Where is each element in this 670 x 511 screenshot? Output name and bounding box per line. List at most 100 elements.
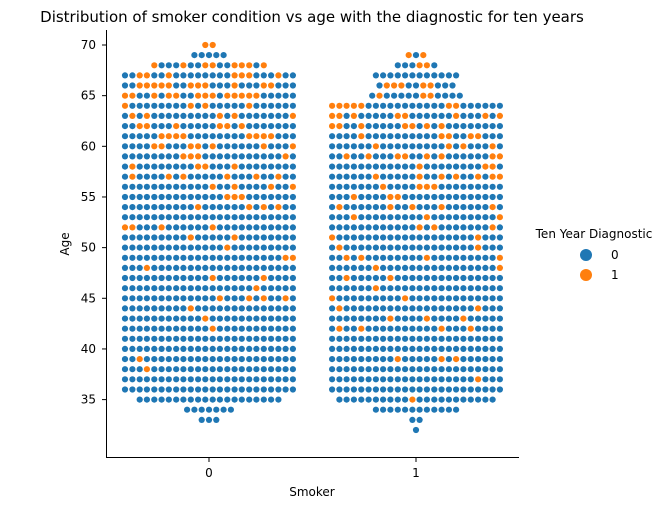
- point-diagnostic-0: [202, 143, 209, 150]
- point-diagnostic-0: [438, 335, 445, 342]
- point-diagnostic-0: [423, 295, 430, 302]
- point-diagnostic-0: [129, 386, 136, 393]
- point-diagnostic-0: [394, 295, 401, 302]
- point-diagnostic-1: [427, 82, 434, 89]
- point-diagnostic-0: [129, 123, 136, 130]
- point-diagnostic-0: [489, 386, 496, 393]
- point-diagnostic-0: [394, 244, 401, 251]
- legend-title: Ten Year Diagnostic: [535, 227, 653, 241]
- point-diagnostic-0: [482, 123, 489, 130]
- point-diagnostic-0: [209, 295, 216, 302]
- point-diagnostic-1: [496, 153, 503, 160]
- point-diagnostic-1: [431, 224, 438, 231]
- point-diagnostic-0: [268, 386, 275, 393]
- point-diagnostic-0: [358, 335, 365, 342]
- point-diagnostic-1: [423, 123, 430, 130]
- point-diagnostic-0: [467, 345, 474, 352]
- point-diagnostic-0: [460, 234, 467, 241]
- point-diagnostic-0: [489, 396, 496, 403]
- point-diagnostic-0: [224, 285, 231, 292]
- point-diagnostic-0: [268, 92, 275, 99]
- point-diagnostic-1: [387, 193, 394, 201]
- point-diagnostic-1: [209, 224, 216, 231]
- point-diagnostic-0: [224, 163, 231, 170]
- point-diagnostic-0: [343, 133, 350, 140]
- point-diagnostic-0: [238, 305, 245, 312]
- point-diagnostic-0: [136, 204, 143, 211]
- point-diagnostic-0: [165, 295, 172, 302]
- point-diagnostic-0: [282, 366, 289, 373]
- point-diagnostic-0: [467, 163, 474, 170]
- point-diagnostic-0: [165, 254, 172, 261]
- point-diagnostic-0: [358, 193, 365, 201]
- point-diagnostic-0: [158, 305, 165, 312]
- point-diagnostic-0: [329, 274, 336, 282]
- point-diagnostic-0: [216, 133, 223, 140]
- point-diagnostic-1: [260, 295, 267, 302]
- point-diagnostic-0: [380, 406, 387, 413]
- point-diagnostic-0: [387, 366, 394, 373]
- point-diagnostic-0: [372, 386, 379, 393]
- point-diagnostic-0: [151, 173, 158, 180]
- point-diagnostic-0: [275, 315, 282, 322]
- point-diagnostic-0: [268, 315, 275, 322]
- point-diagnostic-0: [453, 315, 460, 322]
- point-diagnostic-0: [416, 416, 423, 423]
- point-diagnostic-0: [209, 204, 216, 211]
- point-diagnostic-0: [282, 204, 289, 211]
- point-diagnostic-0: [246, 153, 253, 160]
- point-diagnostic-0: [343, 264, 350, 271]
- point-diagnostic-0: [358, 224, 365, 231]
- point-diagnostic-0: [136, 305, 143, 312]
- point-diagnostic-0: [387, 234, 394, 241]
- point-diagnostic-0: [216, 254, 223, 261]
- point-diagnostic-0: [238, 325, 245, 332]
- point-diagnostic-0: [165, 335, 172, 342]
- point-diagnostic-1: [151, 82, 158, 89]
- point-diagnostic-0: [387, 335, 394, 342]
- point-diagnostic-0: [202, 345, 209, 352]
- point-diagnostic-0: [289, 153, 296, 160]
- point-diagnostic-0: [380, 214, 387, 221]
- point-diagnostic-0: [380, 204, 387, 211]
- point-diagnostic-1: [402, 123, 409, 130]
- point-diagnostic-1: [358, 133, 365, 140]
- point-diagnostic-0: [460, 173, 467, 180]
- point-diagnostic-0: [496, 102, 503, 109]
- point-diagnostic-0: [475, 112, 482, 119]
- point-diagnostic-0: [350, 335, 357, 342]
- point-diagnostic-0: [460, 123, 467, 130]
- point-diagnostic-0: [209, 193, 216, 201]
- point-diagnostic-0: [394, 214, 401, 221]
- point-diagnostic-0: [173, 224, 180, 231]
- point-diagnostic-0: [496, 183, 503, 190]
- point-diagnostic-0: [231, 244, 238, 251]
- point-diagnostic-0: [246, 254, 253, 261]
- point-diagnostic-0: [246, 143, 253, 150]
- point-diagnostic-0: [165, 244, 172, 251]
- point-diagnostic-1: [482, 112, 489, 119]
- point-diagnostic-1: [423, 214, 430, 221]
- point-diagnostic-1: [336, 204, 343, 211]
- point-diagnostic-0: [136, 386, 143, 393]
- point-diagnostic-0: [231, 386, 238, 393]
- point-diagnostic-0: [402, 376, 409, 383]
- point-diagnostic-1: [420, 92, 427, 99]
- point-diagnostic-0: [482, 234, 489, 241]
- point-diagnostic-0: [253, 345, 260, 352]
- point-diagnostic-0: [394, 366, 401, 373]
- point-diagnostic-1: [253, 173, 260, 180]
- point-diagnostic-0: [467, 386, 474, 393]
- point-diagnostic-0: [402, 133, 409, 140]
- point-diagnostic-0: [329, 386, 336, 393]
- point-diagnostic-0: [275, 133, 282, 140]
- point-diagnostic-0: [431, 193, 438, 201]
- point-diagnostic-0: [329, 264, 336, 271]
- point-diagnostic-0: [121, 153, 129, 160]
- point-diagnostic-0: [387, 173, 394, 180]
- point-diagnostic-1: [289, 112, 296, 119]
- point-diagnostic-0: [380, 274, 387, 282]
- point-diagnostic-0: [165, 224, 172, 231]
- legend-marker-0: [580, 249, 592, 261]
- point-diagnostic-0: [412, 426, 420, 434]
